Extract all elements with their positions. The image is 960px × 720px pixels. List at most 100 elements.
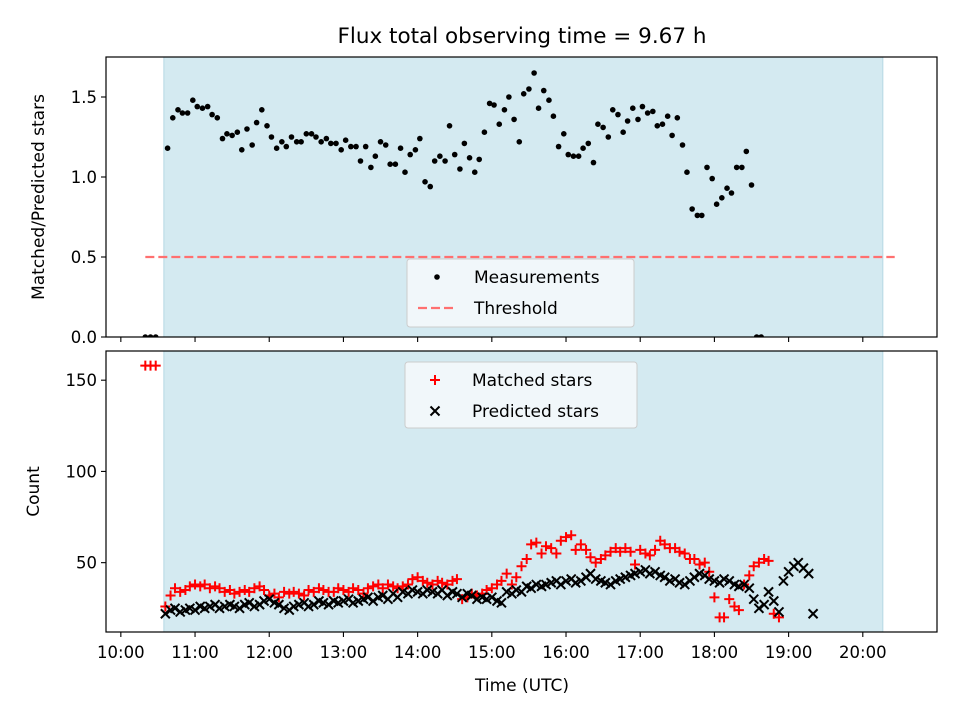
data-point	[516, 561, 527, 572]
data-point	[536, 548, 547, 559]
data-point	[388, 581, 399, 592]
data-point	[649, 566, 661, 577]
data-point	[733, 164, 740, 171]
data-point	[273, 599, 285, 610]
data-point	[362, 583, 373, 594]
data-point	[540, 87, 547, 94]
data-point	[585, 552, 596, 563]
bottom-panel: 50 100 150 10:00 11:00 12:00 13:00 14:00 15:00 16…	[24, 350, 938, 662]
legend-marker	[430, 375, 440, 385]
data-point	[566, 530, 577, 541]
legend-label: Matched stars	[472, 371, 592, 391]
top-panel: 0.0 0.5 1.0 1.5 Matched/Predicted stars Measu…	[29, 56, 938, 347]
data-point	[546, 543, 557, 554]
data-point	[407, 151, 414, 158]
data-point	[600, 550, 611, 561]
data-point	[624, 118, 631, 124]
data-point	[342, 137, 349, 143]
data-point	[679, 548, 690, 559]
data-point	[565, 151, 572, 158]
y-tick-label: 50	[76, 554, 97, 573]
data-point	[190, 579, 201, 590]
data-point	[303, 585, 314, 596]
data-point	[709, 592, 720, 603]
data-point	[283, 143, 290, 150]
data-point	[535, 105, 542, 111]
data-point	[501, 107, 508, 113]
x-tick-label: 10:00	[97, 643, 145, 662]
data-point	[451, 151, 458, 158]
data-point	[506, 579, 517, 590]
x-tick-label: 17:00	[616, 643, 664, 662]
data-point	[382, 142, 389, 148]
data-point	[753, 334, 760, 337]
data-point	[353, 143, 359, 150]
data-point	[244, 126, 250, 132]
data-point	[392, 583, 403, 594]
data-point	[234, 129, 241, 135]
data-point	[273, 145, 280, 151]
data-point	[442, 579, 453, 590]
data-point	[422, 179, 428, 185]
data-point	[724, 575, 735, 587]
data-point	[640, 548, 651, 559]
data-point	[338, 585, 349, 596]
data-point	[219, 586, 230, 597]
data-point	[496, 597, 507, 609]
data-point	[323, 599, 334, 610]
data-point	[724, 594, 735, 605]
data-point	[600, 124, 606, 131]
series-measurements	[142, 70, 764, 337]
data-point	[447, 575, 458, 586]
data-point	[279, 139, 285, 145]
data-point	[595, 121, 601, 127]
data-point	[259, 107, 265, 113]
data-point	[635, 544, 646, 555]
data-point	[689, 206, 695, 212]
data-point	[605, 134, 612, 140]
data-point	[234, 603, 245, 614]
data-point	[491, 102, 497, 108]
data-point	[457, 594, 468, 605]
data-point	[397, 581, 408, 592]
data-point	[659, 121, 666, 127]
y-tick-label: 1.5	[71, 88, 97, 107]
y-tick-label: 150	[66, 371, 98, 390]
data-point	[744, 570, 755, 581]
data-point	[214, 583, 225, 594]
data-point	[210, 581, 221, 592]
data-point	[298, 139, 304, 145]
data-point	[417, 575, 428, 586]
x-tick-label: 15:00	[468, 643, 516, 662]
data-point	[615, 546, 626, 557]
data-point	[313, 583, 324, 594]
data-point	[234, 586, 245, 597]
data-point	[238, 147, 245, 153]
y-tick-label: 1.0	[71, 168, 97, 187]
data-point	[214, 115, 221, 121]
data-point	[748, 561, 759, 572]
plot-area	[140, 360, 819, 623]
data-point	[763, 555, 774, 566]
data-point	[615, 111, 621, 118]
chart-title: Flux total observing time = 9.67 h	[338, 24, 707, 49]
data-point	[635, 116, 641, 123]
data-point	[555, 535, 566, 546]
data-point	[733, 605, 744, 616]
plot-area	[142, 70, 895, 337]
data-point	[664, 113, 671, 119]
data-point	[694, 559, 705, 570]
data-point	[432, 575, 443, 586]
data-point	[437, 577, 448, 588]
y-tick-label: 100	[66, 462, 98, 481]
data-point	[152, 334, 159, 337]
data-point	[209, 111, 215, 118]
data-point	[704, 164, 710, 171]
data-point	[328, 140, 334, 147]
data-point	[457, 166, 463, 172]
data-point	[644, 550, 655, 561]
data-point	[367, 595, 379, 607]
data-point	[506, 94, 512, 100]
data-point	[303, 131, 310, 137]
data-point	[244, 586, 255, 597]
